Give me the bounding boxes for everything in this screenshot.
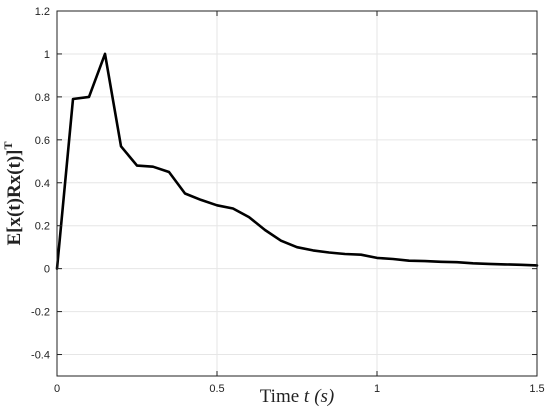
x-tick-label: 1.5 xyxy=(529,383,544,395)
y-tick-label: 0.4 xyxy=(35,178,50,190)
x-axis-title: Time t (s) xyxy=(260,386,335,407)
y-tick-label: 0.8 xyxy=(35,92,50,104)
x-axis-title-variable: t xyxy=(304,386,310,407)
y-tick-label: 1.2 xyxy=(35,6,50,18)
y-tick-label: 0.2 xyxy=(35,221,50,233)
tick-layer: 0 0.5 1 1.5 -0.4 -0.2 0 0.2 0.4 0.6 0.8 1 1.2 xyxy=(31,6,545,395)
x-tick-label: 1 xyxy=(374,383,380,395)
y-tick-label: 1 xyxy=(44,49,50,61)
y-tick-label: 0 xyxy=(44,264,50,276)
series-layer xyxy=(55,52,539,270)
plot-frame xyxy=(56,10,538,377)
y-tick-label: -0.4 xyxy=(31,350,50,362)
x-axis-title-prefix: Time xyxy=(260,386,304,407)
x-tick-label: 0.5 xyxy=(209,383,224,395)
series-line xyxy=(55,52,539,270)
y-tick-label: 0.6 xyxy=(35,135,50,147)
y-axis-title-superscript: T xyxy=(1,141,15,149)
y-axis-title-text: E[x(t)Rx(t)] xyxy=(4,150,25,246)
x-tick-label: 0 xyxy=(54,383,60,395)
y-tick-label: -0.2 xyxy=(31,307,50,319)
grid-layer xyxy=(56,10,538,376)
y-axis-title: E[x(t)Rx(t)]T xyxy=(1,141,25,245)
x-axis-title-unit: (s) xyxy=(314,386,334,407)
